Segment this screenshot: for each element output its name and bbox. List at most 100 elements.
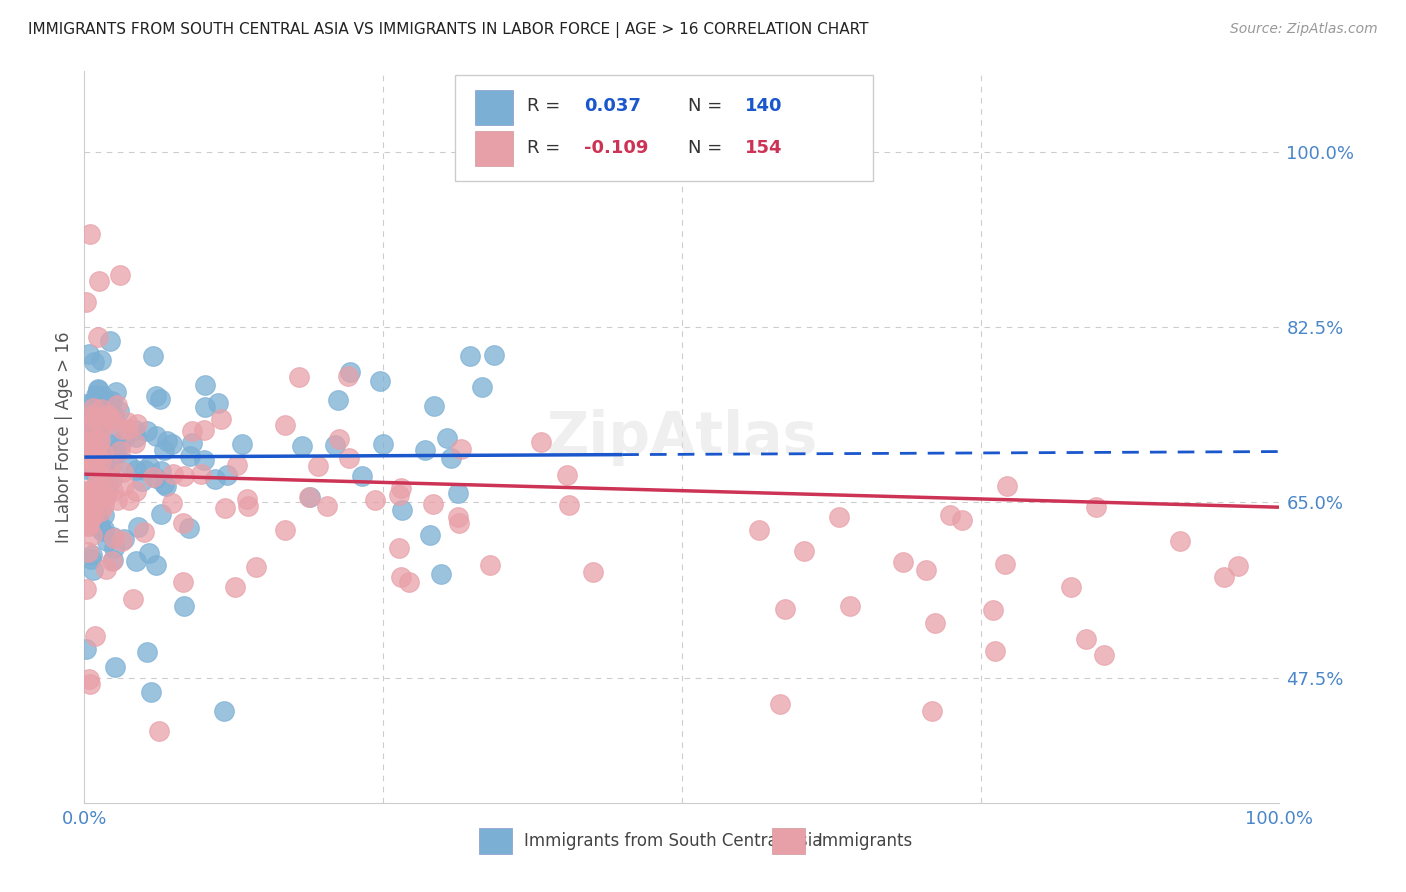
Point <box>1074 632 1097 647</box>
Text: IMMIGRANTS FROM SOUTH CENTRAL ASIA VS IMMIGRANTS IN LABOR FORCE | AGE > 16 CORRE: IMMIGRANTS FROM SOUTH CENTRAL ASIA VS IM… <box>28 22 869 38</box>
Point <box>101 413 124 427</box>
Point <box>80 439 103 453</box>
Point <box>75 495 97 509</box>
Point <box>150 464 173 478</box>
Point <box>112 477 135 491</box>
Text: 140: 140 <box>745 96 783 115</box>
Point <box>983 602 1005 616</box>
Point <box>307 459 329 474</box>
Point <box>75 496 97 510</box>
Point <box>77 347 100 361</box>
Point <box>364 493 387 508</box>
Point <box>149 507 172 521</box>
FancyBboxPatch shape <box>475 90 513 125</box>
Point <box>180 424 202 438</box>
Point <box>83 465 105 479</box>
Point <box>145 429 167 443</box>
Point <box>79 490 101 504</box>
Point <box>77 513 100 527</box>
Point <box>160 495 183 509</box>
Point <box>274 524 297 538</box>
Point <box>103 408 125 422</box>
FancyBboxPatch shape <box>475 130 513 166</box>
Point <box>135 424 157 438</box>
Point <box>89 417 111 431</box>
Point <box>82 418 104 433</box>
Point <box>479 558 502 572</box>
Point <box>80 411 103 425</box>
Point <box>145 558 167 572</box>
Point <box>104 660 127 674</box>
Point <box>93 508 115 522</box>
Point <box>79 513 101 527</box>
Point <box>173 599 195 613</box>
Point <box>190 467 212 481</box>
Point <box>79 227 101 241</box>
Point <box>86 388 108 402</box>
Point <box>86 389 108 403</box>
Point <box>162 437 184 451</box>
Point <box>93 522 115 536</box>
Point <box>458 349 481 363</box>
Point <box>117 422 139 436</box>
Point <box>299 490 322 504</box>
Point <box>77 516 100 531</box>
Point <box>80 396 103 410</box>
Point <box>209 412 232 426</box>
Point <box>79 419 101 434</box>
Point <box>950 513 973 527</box>
Point <box>103 541 125 555</box>
Point <box>226 458 249 472</box>
Point <box>97 477 120 491</box>
Point <box>193 423 215 437</box>
Point <box>100 460 122 475</box>
Point <box>77 502 100 516</box>
Point <box>79 483 101 498</box>
Point <box>323 438 346 452</box>
Point <box>224 580 246 594</box>
Point <box>100 394 122 409</box>
Point <box>77 545 100 559</box>
Point <box>75 434 97 448</box>
Point <box>148 723 170 738</box>
Point <box>107 492 129 507</box>
Point <box>105 398 128 412</box>
Point <box>80 508 103 523</box>
Point <box>75 452 97 467</box>
Point <box>83 355 105 369</box>
Text: Immigrants from South Central Asia: Immigrants from South Central Asia <box>524 832 823 850</box>
Point <box>80 434 103 449</box>
Point <box>328 432 350 446</box>
Point <box>101 472 124 486</box>
Point <box>112 532 135 546</box>
Point <box>103 484 125 499</box>
Point <box>194 377 217 392</box>
Point <box>214 501 236 516</box>
Point <box>75 582 97 596</box>
Point <box>124 424 146 438</box>
Point <box>94 562 117 576</box>
Point <box>555 468 578 483</box>
Point <box>86 493 108 508</box>
Point <box>83 408 105 422</box>
Point <box>1092 648 1115 662</box>
Point <box>86 330 108 344</box>
Point <box>96 534 118 549</box>
Point <box>101 553 124 567</box>
Point <box>94 475 117 490</box>
Point <box>179 449 201 463</box>
Point <box>413 442 436 457</box>
Point <box>117 458 139 472</box>
Point <box>93 499 115 513</box>
Point <box>75 295 97 310</box>
Point <box>75 438 97 452</box>
Point <box>215 467 238 482</box>
Point <box>87 477 110 491</box>
Point <box>245 559 267 574</box>
Point <box>155 479 177 493</box>
Point <box>82 563 104 577</box>
Point <box>350 469 373 483</box>
Point <box>127 417 149 432</box>
Point <box>89 274 111 288</box>
Point <box>482 348 505 362</box>
